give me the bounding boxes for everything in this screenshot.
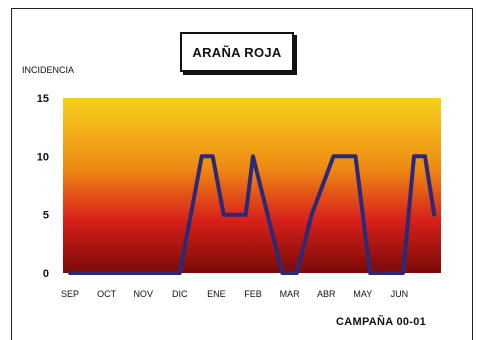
- x-tick-label: MAY: [353, 289, 372, 299]
- series-line: [68, 154, 437, 275]
- plot-area: [63, 98, 441, 273]
- y-tick-label: 10: [37, 151, 49, 163]
- x-ticks: SEP OCT NOV DIC ENE FEB MAR ABR MAY JUN: [61, 289, 408, 299]
- x-tick-label: MAR: [280, 289, 301, 299]
- series-layer: [68, 154, 437, 275]
- x-tick-label: ABR: [317, 289, 336, 299]
- x-axis-label: CAMPAÑA 00-01: [336, 316, 427, 328]
- chart-frame: [11, 8, 473, 340]
- y-ticks: 0 5 10 15: [37, 93, 49, 280]
- y-tick-label: 5: [43, 210, 49, 222]
- chart-title: ARAÑA ROJA: [180, 32, 294, 72]
- y-tick-label: 15: [37, 93, 49, 105]
- x-tick-label: JUN: [391, 289, 409, 299]
- y-axis-label: INCIDENCIA: [22, 65, 75, 75]
- x-tick-label: SEP: [61, 289, 79, 299]
- x-tick-label: OCT: [97, 289, 117, 299]
- x-tick-label: DIC: [172, 289, 188, 299]
- x-tick-label: NOV: [133, 289, 153, 299]
- x-tick-label: ENE: [207, 289, 226, 299]
- y-tick-label: 0: [43, 268, 49, 280]
- x-tick-label: FEB: [244, 289, 262, 299]
